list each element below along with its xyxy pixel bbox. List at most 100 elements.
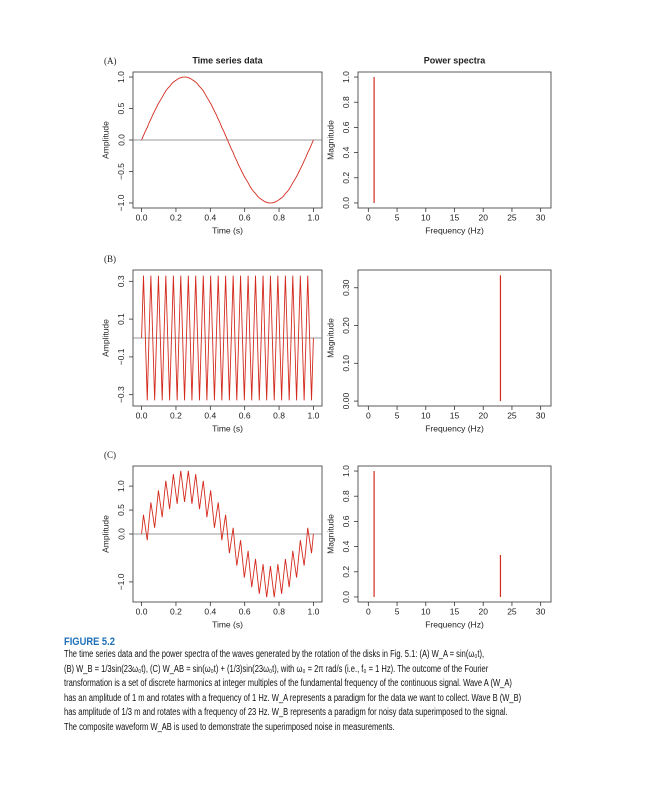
data-line <box>141 470 314 598</box>
y-tick-label: 0.30 <box>341 279 351 296</box>
caption-line: has amplitude of 1/3 m and rotates with … <box>64 707 508 719</box>
x-tick-label: 0.2 <box>170 212 182 222</box>
caption-line: (B) W_B = 1/3sin(23ω₀t), (C) W_AB = sin(… <box>64 663 489 675</box>
x-tick-label: 20 <box>478 606 488 616</box>
x-tick-label: 5 <box>395 212 400 222</box>
y-tick-label: −1.0 <box>116 194 126 211</box>
y-tick-label: 0.5 <box>116 504 126 516</box>
y-tick-label: −0.1 <box>116 348 126 365</box>
y-axis-label: Magnitude <box>325 120 335 160</box>
x-tick-label: 10 <box>421 606 431 616</box>
y-axis-label: Magnitude <box>325 318 335 358</box>
caption: FIGURE 5.2 The time series data and the … <box>64 636 584 736</box>
x-tick-label: 0.8 <box>273 606 285 616</box>
y-tick-label: −1.0 <box>116 573 126 590</box>
x-tick-label: 0.0 <box>136 212 148 222</box>
y-axis-label: Amplitude <box>100 121 110 159</box>
y-tick-label: 0.8 <box>341 96 351 108</box>
figure-label: FIGURE 5.2 <box>64 636 115 648</box>
chart-title: Time series data <box>192 55 263 65</box>
x-tick-label: 10 <box>421 410 431 420</box>
y-tick-label: 0.1 <box>116 313 126 325</box>
x-axis-label: Time (s) <box>212 423 243 433</box>
x-tick-label: 1.0 <box>307 606 319 616</box>
data-line <box>141 76 314 204</box>
x-tick-label: 20 <box>478 410 488 420</box>
y-tick-label: 0.2 <box>341 172 351 184</box>
x-tick-label: 25 <box>507 212 517 222</box>
x-axis-label: Frequency (Hz) <box>425 619 484 629</box>
x-tick-label: 0.6 <box>239 212 251 222</box>
x-tick-label: 0.6 <box>239 410 251 420</box>
caption-line: The composite waveform W_AB is used to d… <box>64 721 395 733</box>
x-tick-label: 0.2 <box>170 606 182 616</box>
plot-frame <box>357 465 552 603</box>
caption-line: The time series data and the power spect… <box>64 649 485 660</box>
x-tick-label: 10 <box>421 212 431 222</box>
y-tick-label: 0.0 <box>116 528 126 540</box>
y-tick-label: 1.0 <box>116 480 126 492</box>
plot-frame <box>357 71 552 209</box>
x-tick-label: 15 <box>450 212 460 222</box>
y-tick-label: 1.0 <box>341 71 351 83</box>
x-tick-label: 0.4 <box>204 410 216 420</box>
y-tick-label: 0.2 <box>341 566 351 578</box>
y-tick-label: 1.0 <box>341 465 351 477</box>
x-tick-label: 30 <box>536 410 546 420</box>
y-tick-label: 0.3 <box>116 275 126 287</box>
x-tick-label: 0.8 <box>273 410 285 420</box>
y-tick-label: 0.20 <box>341 317 351 334</box>
y-tick-label: 0.6 <box>341 515 351 527</box>
y-tick-label: 0.4 <box>341 146 351 158</box>
x-tick-label: 30 <box>536 212 546 222</box>
y-tick-label: 0.8 <box>341 490 351 502</box>
x-tick-label: 0.2 <box>170 410 182 420</box>
figure: (A) (B) (C) Time series data 0.0 0.2 0.4 0.6 0.8… <box>100 55 552 629</box>
chart-title: Power spectra <box>424 55 487 65</box>
y-tick-label: 1.0 <box>116 71 126 83</box>
plot-frame <box>357 269 552 407</box>
panel-label: (A) <box>104 56 117 66</box>
y-tick-label: 0.0 <box>116 134 126 146</box>
x-tick-label: 0.0 <box>136 410 148 420</box>
y-tick-label: −0.3 <box>116 386 126 403</box>
panel-label: (B) <box>104 254 116 264</box>
x-axis-label: Frequency (Hz) <box>425 225 484 235</box>
x-tick-label: 1.0 <box>307 212 319 222</box>
y-tick-label: 0.5 <box>116 102 126 114</box>
y-tick-label: 0.10 <box>341 355 351 372</box>
y-tick-label: −0.5 <box>116 163 126 180</box>
caption-line: has an amplitude of 1 m and rotates with… <box>64 692 522 704</box>
x-axis-label: Time (s) <box>212 619 243 629</box>
y-tick-label: 0.0 <box>341 197 351 209</box>
x-axis-label: Time (s) <box>212 225 243 235</box>
x-tick-label: 25 <box>507 410 517 420</box>
x-tick-label: 0.8 <box>273 212 285 222</box>
x-tick-label: 0 <box>366 212 371 222</box>
x-tick-label: 20 <box>478 212 488 222</box>
x-tick-label: 15 <box>450 606 460 616</box>
x-tick-label: 0.4 <box>204 606 216 616</box>
data-line <box>141 275 314 401</box>
y-axis-label: Amplitude <box>100 319 110 357</box>
y-tick-label: 0.0 <box>341 591 351 603</box>
x-tick-label: 0.0 <box>136 606 148 616</box>
x-tick-label: 30 <box>536 606 546 616</box>
x-tick-label: 0.6 <box>239 606 251 616</box>
x-tick-label: 1.0 <box>307 410 319 420</box>
y-tick-label: 0.4 <box>341 540 351 552</box>
x-axis-label: Frequency (Hz) <box>425 423 484 433</box>
x-tick-label: 0 <box>366 606 371 616</box>
x-tick-label: 5 <box>395 410 400 420</box>
x-tick-label: 15 <box>450 410 460 420</box>
y-axis-label: Magnitude <box>325 514 335 554</box>
y-tick-label: 0.6 <box>341 121 351 133</box>
caption-line: transformation is a set of discrete harm… <box>64 678 512 690</box>
x-tick-label: 0 <box>366 410 371 420</box>
y-axis-label: Amplitude <box>100 515 110 553</box>
x-tick-label: 5 <box>395 606 400 616</box>
y-tick-label: 0.00 <box>341 393 351 410</box>
x-tick-label: 25 <box>507 606 517 616</box>
x-tick-label: 0.4 <box>204 212 216 222</box>
